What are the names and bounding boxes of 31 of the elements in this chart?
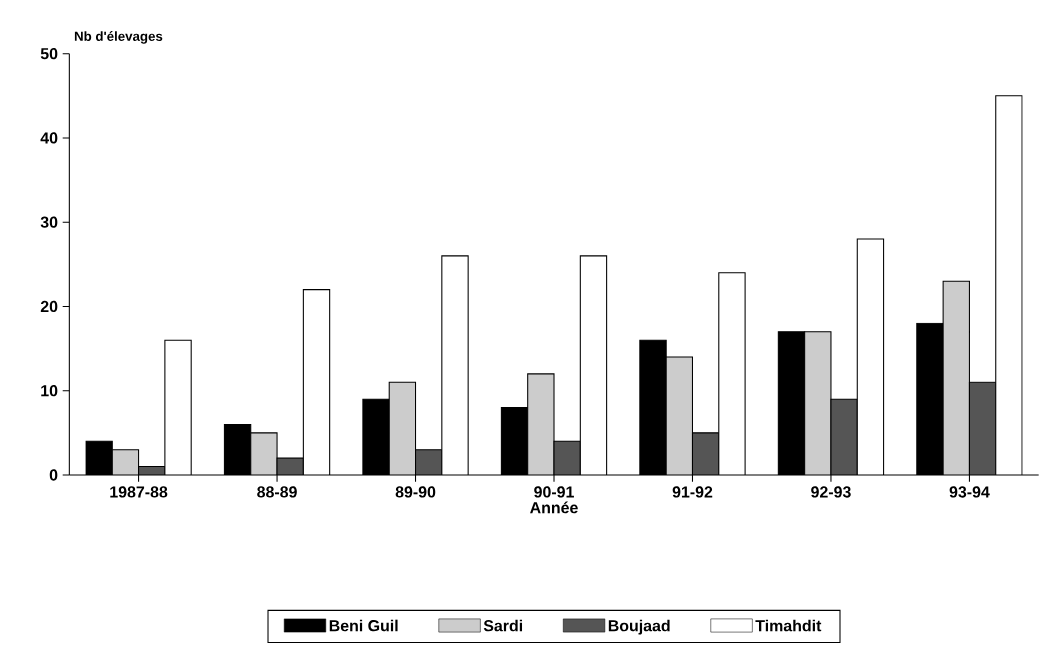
x-tick-label: 93-94 [949, 486, 990, 498]
x-tick-label: 89-90 [395, 486, 436, 498]
legend-label: Timahdit [755, 619, 822, 632]
bar [389, 382, 416, 475]
x-tick-label: 90-91 [534, 486, 574, 498]
legend-label: Boujaad [608, 619, 670, 635]
bar [830, 399, 858, 475]
bar [415, 449, 442, 475]
y-tick-label: 30 [40, 216, 58, 228]
y-tick-label: 10 [41, 385, 58, 397]
y-tick-label: 50 [40, 48, 58, 60]
bar [692, 432, 719, 475]
y-tick-label: 40 [40, 132, 58, 144]
x-tick-label: 88-89 [257, 486, 297, 498]
x-tick-label: 91-92 [672, 486, 713, 498]
bar [666, 357, 693, 475]
bar [942, 280, 970, 475]
x-tick-label: 92-93 [811, 486, 851, 498]
legend-label: Beni Guil [329, 619, 398, 632]
y-tick-label: 20 [40, 300, 58, 313]
x-axis-title: Année [530, 501, 578, 514]
bar [250, 432, 278, 475]
y-tick-label: 0 [49, 469, 58, 481]
bar [112, 449, 139, 475]
bar [968, 381, 997, 475]
bar [527, 373, 555, 475]
x-tick-label: 1987-88 [110, 486, 168, 498]
bar [554, 441, 581, 475]
legend-label: Sardi [483, 619, 523, 632]
bar [804, 331, 831, 475]
y-axis-title: Nb d'élevages [74, 31, 163, 44]
